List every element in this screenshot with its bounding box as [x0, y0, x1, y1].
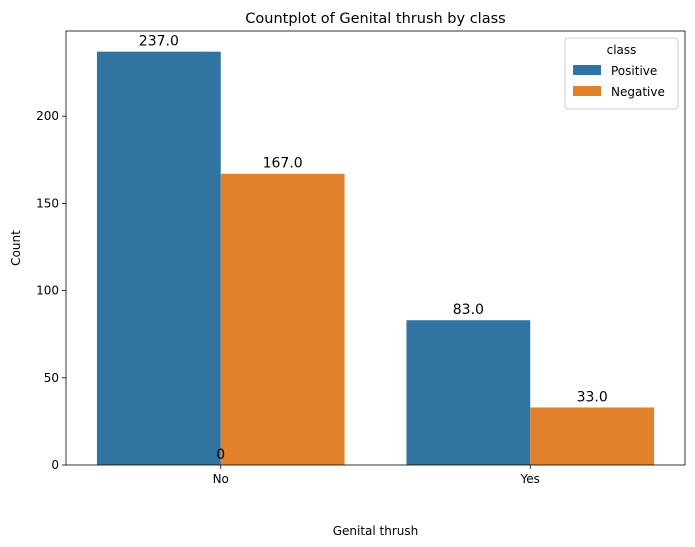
legend-label-positive: Positive: [611, 64, 657, 78]
y-tick-label: 50: [44, 371, 59, 385]
y-tick-label: 200: [36, 109, 59, 123]
bar-value-label: 167.0: [263, 156, 303, 172]
bar-value-label: 33.0: [577, 389, 608, 405]
zero-annotation: 0: [216, 447, 225, 463]
legend-label-negative: Negative: [611, 85, 665, 99]
x-axis: No Yes: [213, 465, 540, 486]
y-tick-label: 100: [36, 284, 59, 298]
bar-negative-no: [220, 173, 345, 466]
legend-title: class: [607, 43, 637, 57]
bars-group: [96, 51, 655, 466]
chart-title: Countplot of Genital thrush by class: [245, 11, 505, 27]
bar-labels-group: 237.0 83.0 167.0 33.0 0: [139, 34, 608, 463]
x-tick-label: Yes: [520, 472, 540, 486]
y-tick-label: 150: [36, 196, 59, 210]
bar-value-label: 83.0: [453, 302, 484, 318]
legend-swatch-negative: [573, 86, 601, 96]
x-tick-label: No: [213, 472, 229, 486]
y-axis: 0 50 100 150 200: [36, 109, 66, 472]
plot-frame: [65, 30, 686, 466]
bar-value-label: 237.0: [139, 34, 179, 50]
y-tick-label: 0: [51, 458, 59, 472]
x-axis-label: Genital thrush: [333, 524, 419, 538]
bar-negative-yes: [530, 407, 655, 465]
bar-positive-no: [96, 51, 221, 466]
legend-swatch-positive: [573, 65, 601, 75]
bar-positive-yes: [406, 320, 531, 465]
y-axis-label: Count: [9, 230, 23, 266]
legend: class Positive Negative: [564, 37, 679, 110]
